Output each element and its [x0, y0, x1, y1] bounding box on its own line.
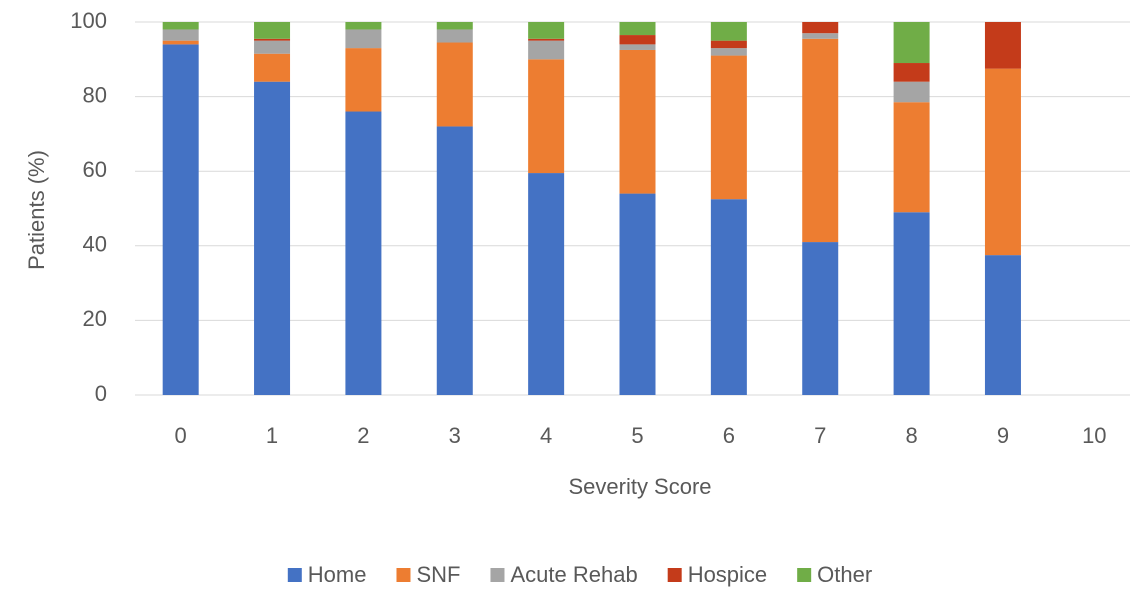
- bar-segment: [345, 48, 382, 112]
- legend-swatch: [396, 568, 411, 582]
- bar-segment: [802, 242, 839, 395]
- bar-segment: [984, 68, 1021, 256]
- legend-swatch: [490, 568, 505, 582]
- y-tick-label: 100: [70, 8, 107, 33]
- bar-segment: [710, 55, 747, 200]
- bar-segment: [619, 44, 656, 50]
- legend-swatch: [667, 568, 682, 582]
- legend-label: Home: [308, 562, 367, 587]
- y-tick-label: 80: [83, 82, 107, 107]
- bar-segment: [893, 22, 930, 64]
- bar-segment: [254, 22, 291, 39]
- bar-segment: [254, 81, 291, 396]
- bar-segment: [619, 49, 656, 194]
- bar-segment: [893, 63, 930, 82]
- x-tick-label: 7: [814, 423, 826, 448]
- x-axis-title: Severity Score: [568, 474, 711, 499]
- bar-segment: [254, 53, 291, 82]
- bar-segment: [254, 40, 291, 54]
- bar-segment: [436, 22, 473, 30]
- bar-segment: [528, 38, 565, 41]
- bar-segment: [345, 29, 382, 49]
- legend-label: Other: [817, 562, 872, 587]
- y-tick-label: 20: [83, 306, 107, 331]
- x-tick-label: 9: [997, 423, 1009, 448]
- y-tick-label: 60: [83, 157, 107, 182]
- x-tick-label: 0: [175, 423, 187, 448]
- bar-segment: [528, 59, 565, 174]
- bar-segment: [893, 102, 930, 213]
- bar-segment: [802, 38, 839, 243]
- bar-segment: [162, 29, 199, 41]
- bar-segment: [984, 255, 1021, 395]
- bar-segment: [710, 48, 747, 56]
- bar-segment: [893, 81, 930, 103]
- bar-segment: [710, 199, 747, 395]
- bar-segment: [162, 40, 199, 45]
- x-tick-label: 2: [357, 423, 369, 448]
- bar-segment: [710, 22, 747, 41]
- legend-swatch: [797, 568, 812, 582]
- bar-segment: [345, 22, 382, 30]
- bar-segment: [254, 38, 291, 41]
- bar-segment: [984, 22, 1021, 69]
- legend-label: Acute Rehab: [510, 562, 637, 587]
- x-tick-label: 3: [449, 423, 461, 448]
- y-tick-label: 40: [83, 232, 107, 257]
- legend-label: SNF: [416, 562, 460, 587]
- legend-swatch: [287, 568, 302, 582]
- y-axis-title: Patients (%): [24, 150, 49, 270]
- bar-segment: [802, 22, 839, 34]
- legend-label: Hospice: [688, 562, 767, 587]
- bar-segment: [619, 22, 656, 36]
- bar-segment: [436, 42, 473, 127]
- x-tick-label: 1: [266, 423, 278, 448]
- y-tick-label: 0: [95, 381, 107, 406]
- bar-segment: [528, 40, 565, 60]
- bar-segment: [162, 44, 199, 395]
- bar-segment: [802, 33, 839, 39]
- x-tick-label: 5: [631, 423, 643, 448]
- bar-segment: [893, 212, 930, 395]
- bar-segment: [345, 111, 382, 396]
- bar-segment: [436, 29, 473, 43]
- x-tick-label: 6: [723, 423, 735, 448]
- bar-segment: [528, 173, 565, 395]
- bar-segment: [619, 35, 656, 45]
- x-tick-label: 10: [1082, 423, 1106, 448]
- bar-segment: [528, 22, 565, 39]
- x-tick-label: 4: [540, 423, 552, 448]
- bar-segment: [710, 40, 747, 49]
- bar-segment: [619, 193, 656, 395]
- bar-segment: [436, 126, 473, 395]
- bar-segment: [162, 22, 199, 30]
- x-tick-label: 8: [905, 423, 917, 448]
